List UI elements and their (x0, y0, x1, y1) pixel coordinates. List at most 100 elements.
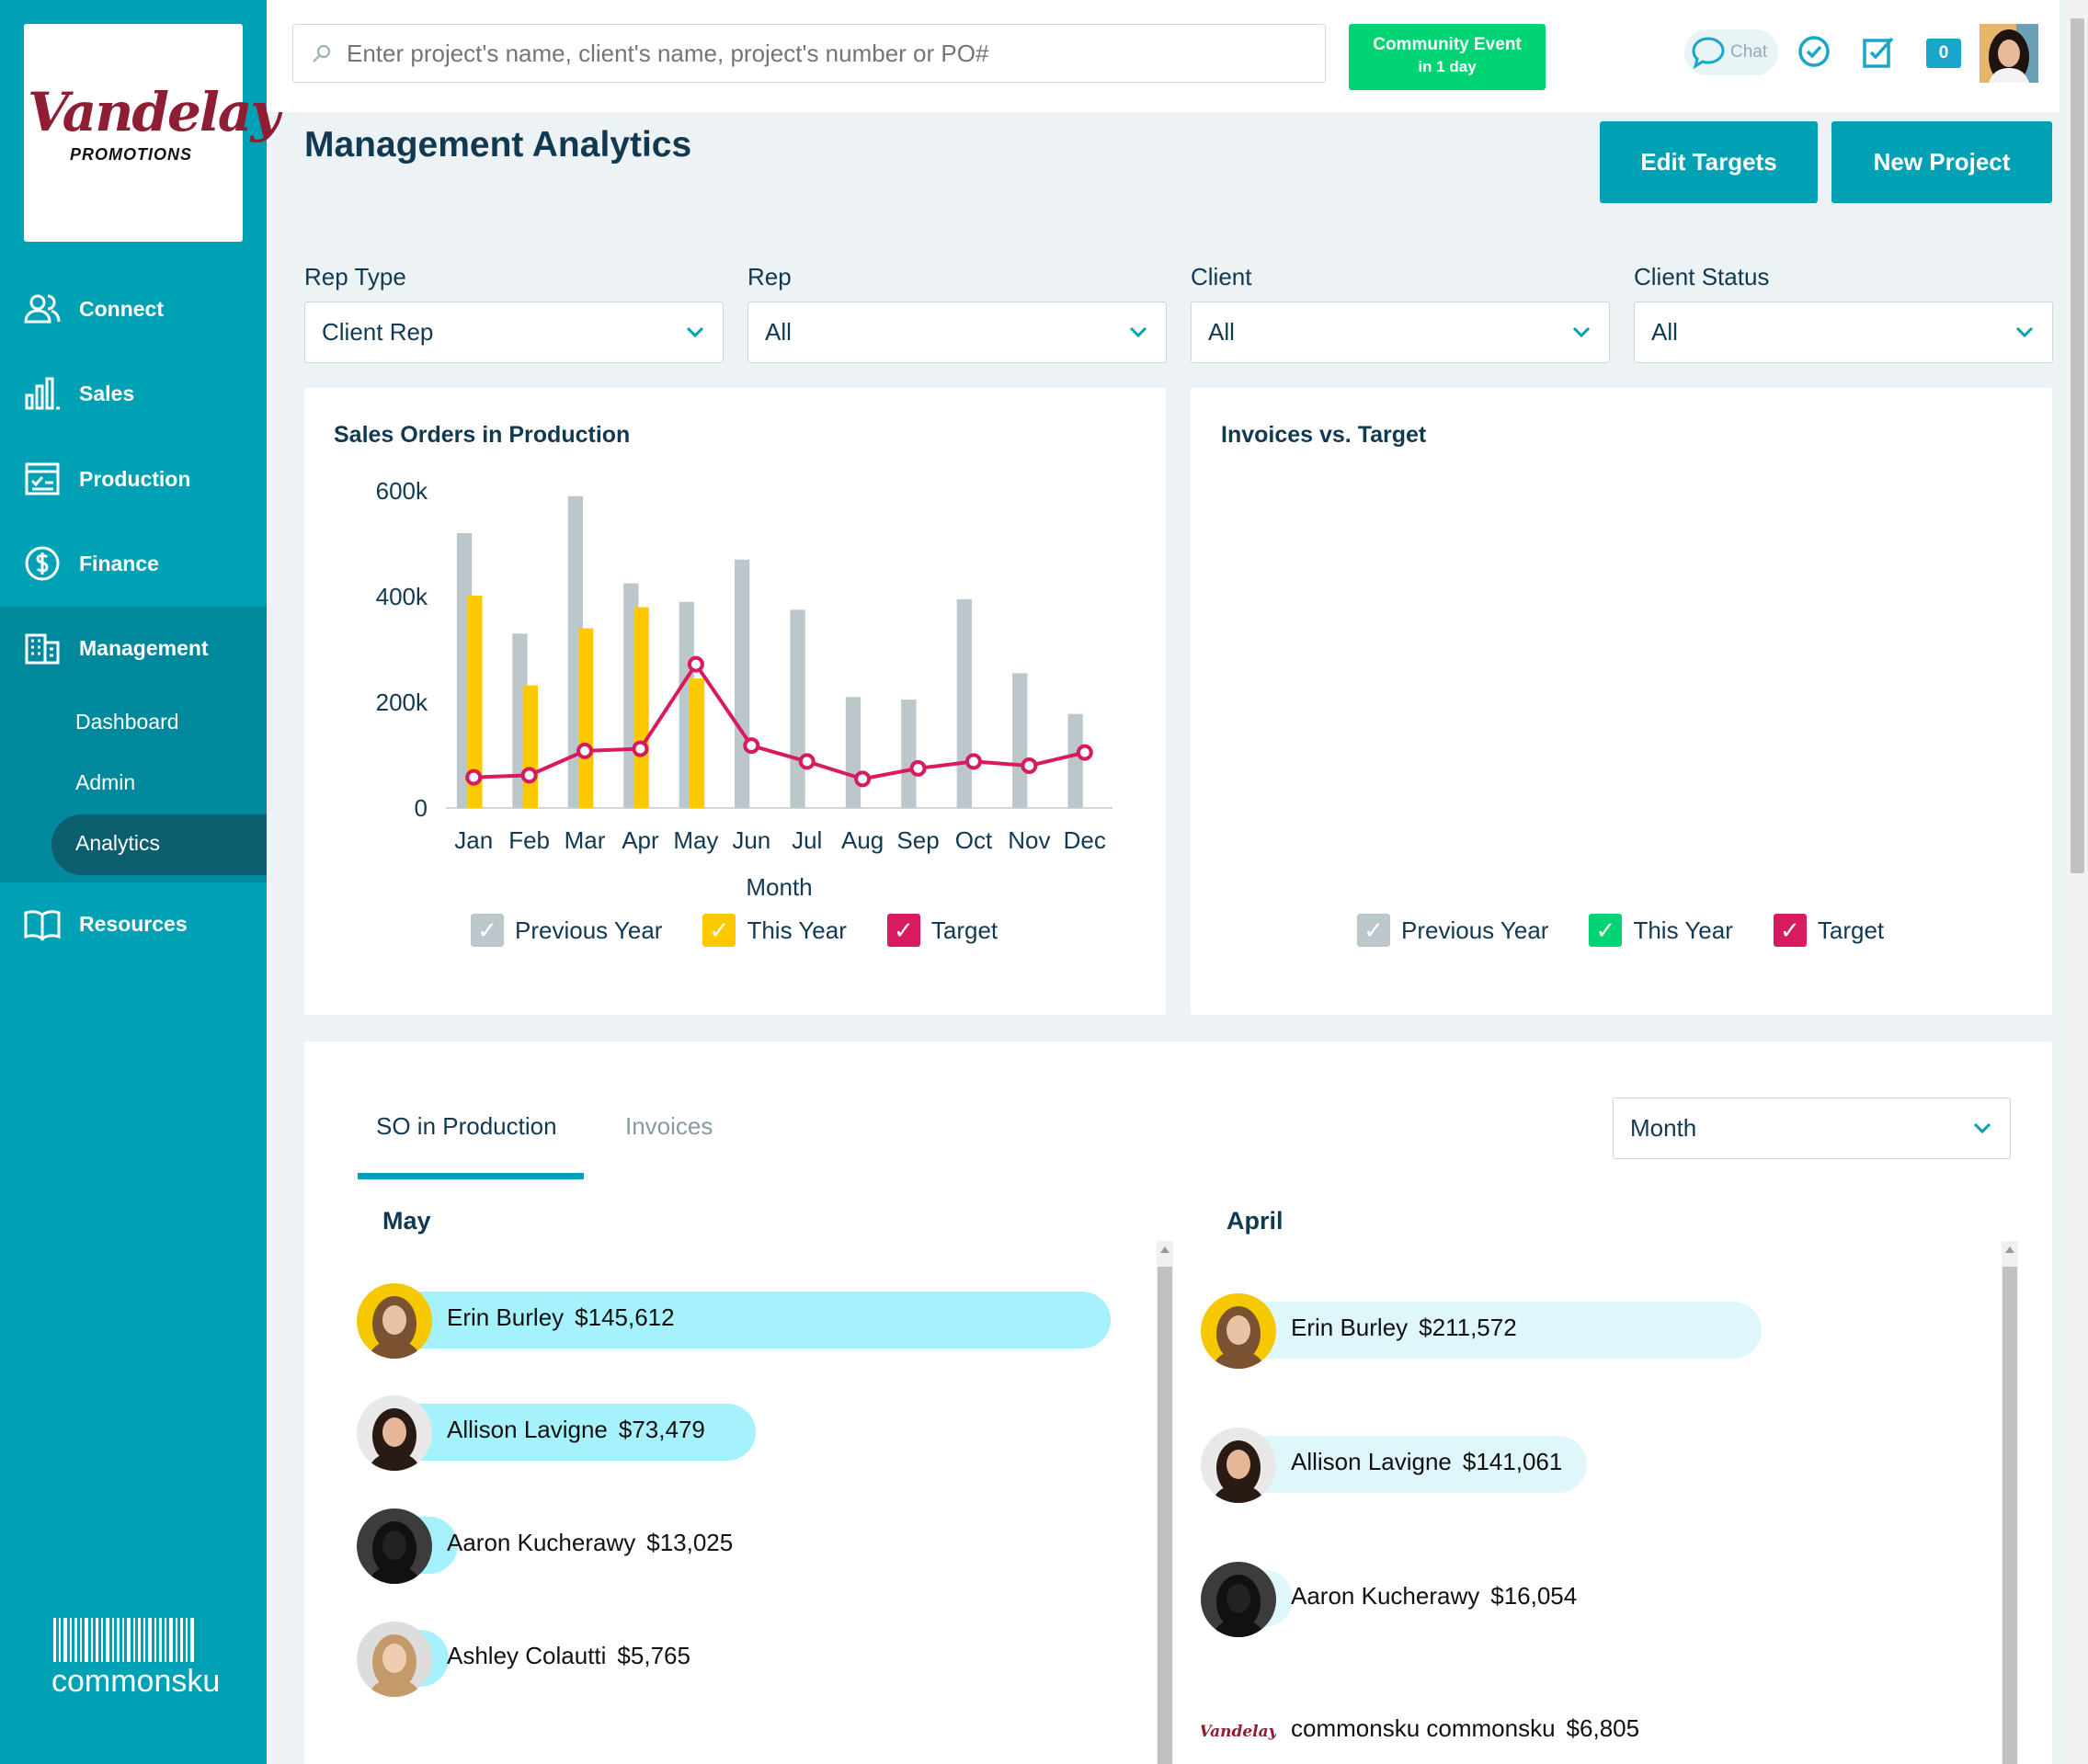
rep-type-value: Client Rep (322, 318, 434, 346)
filter-label-rep-type: Rep Type (304, 263, 406, 290)
checkbox-icon[interactable]: ✓ (702, 914, 736, 947)
client-value: All (1208, 318, 1235, 346)
checkbox-icon[interactable]: ✓ (1589, 914, 1623, 947)
rep-row[interactable]: Aaron Kucherawy $13,025 (357, 1508, 1129, 1584)
rep-label: Allison Lavigne $73,479 (447, 1416, 705, 1444)
period-value: Month (1630, 1114, 1697, 1142)
company-logo[interactable]: Vandelay PROMOTIONS (24, 24, 281, 242)
rep-amount-bar (1238, 1436, 1588, 1493)
sidebar-item-label: Sales (79, 381, 135, 405)
legend-label: This Year (747, 916, 847, 944)
chevron-down-icon (1973, 1122, 1991, 1134)
legend-target[interactable]: ✓ Target (1773, 914, 1884, 947)
scroll-up-icon[interactable] (2005, 1246, 2014, 1253)
chat-button[interactable]: Chat (1684, 29, 1778, 75)
rep-label: Erin Burley $145,612 (447, 1303, 675, 1332)
scroll-up-icon[interactable] (1160, 1246, 1170, 1253)
checkbox-icon[interactable]: ✓ (471, 914, 504, 947)
avatar (1201, 1428, 1276, 1503)
rep-row[interactable]: Erin Burley $145,612 (357, 1283, 1129, 1359)
task-edit-icon[interactable] (1861, 33, 1898, 70)
client-select[interactable]: All (1191, 302, 1610, 363)
sidebar: Vandelay PROMOTIONS Connect Sales Produc… (0, 0, 281, 1764)
rep-name: commonsku commonsku (1291, 1714, 1556, 1742)
legend-previous-year[interactable]: ✓ Previous Year (1357, 914, 1548, 947)
rep-amount: $73,479 (618, 1416, 705, 1443)
rep-type-select[interactable]: Client Rep (304, 302, 724, 363)
search-box[interactable] (292, 24, 1326, 83)
rep-avatar-icon (357, 1395, 432, 1471)
rep-label: Ashley Colautti $5,765 (447, 1642, 690, 1670)
sidebar-item-sales[interactable]: Sales (0, 352, 267, 435)
company-logo-icon: Vandelay (1201, 1694, 1276, 1764)
rep-select[interactable]: All (747, 302, 1167, 363)
rep-row[interactable]: Vandelay commonsku commonsku $6,805 (1201, 1694, 1780, 1764)
legend-target[interactable]: ✓ Target (886, 914, 998, 947)
legend-previous-year[interactable]: ✓ Previous Year (471, 914, 662, 947)
rep-row[interactable]: Allison Lavigne $141,061 (1201, 1428, 1780, 1503)
legend-this-year[interactable]: ✓ This Year (702, 914, 847, 947)
rep-amount: $211,572 (1419, 1314, 1517, 1341)
rep-row[interactable]: Aaron Kucherawy $16,054 (1201, 1562, 1780, 1637)
page-title: Management Analytics (304, 125, 692, 165)
checkbox-icon[interactable]: ✓ (886, 914, 920, 947)
commonsku-logo: commonsku (51, 1618, 220, 1700)
chevron-down-icon (686, 326, 704, 338)
legend-label: Previous Year (1401, 916, 1549, 944)
checklist-icon (25, 462, 60, 495)
tab-so-in-production[interactable]: SO in Production (376, 1112, 557, 1140)
avatar (1201, 1293, 1276, 1369)
rep-amount-bar (394, 1292, 1111, 1349)
sidebar-item-label: Finance (79, 551, 159, 575)
community-event-button[interactable]: Community Event in 1 day (1349, 24, 1546, 90)
checkbox-icon[interactable]: ✓ (1357, 914, 1390, 947)
tab-invoices[interactable]: Invoices (625, 1112, 713, 1140)
avatar (357, 1508, 432, 1584)
rep-row[interactable]: Allison Lavigne $73,479 (357, 1395, 1129, 1471)
checkbox-icon[interactable]: ✓ (1773, 914, 1807, 947)
scrollbar-thumb[interactable] (1158, 1267, 1172, 1764)
may-list-scrollbar[interactable] (1157, 1241, 1173, 1764)
legend-this-year[interactable]: ✓ This Year (1589, 914, 1733, 947)
rep-avatar-icon (1201, 1562, 1276, 1637)
period-select[interactable]: Month (1613, 1098, 2011, 1159)
chat-label: Chat (1730, 42, 1768, 62)
rep-amount: $13,025 (646, 1529, 734, 1556)
rep-row[interactable]: Ashley Colautti $5,765 (357, 1622, 1129, 1697)
client-status-select[interactable]: All (1634, 302, 2053, 363)
sidebar-subitem-analytics[interactable]: Analytics (75, 831, 161, 855)
client-status-value: All (1651, 318, 1678, 346)
rep-row[interactable]: Erin Burley $211,572 (1201, 1293, 1780, 1369)
sidebar-subitem-admin[interactable]: Admin (75, 770, 136, 794)
sidebar-subitem-dashboard[interactable]: Dashboard (75, 710, 179, 734)
sidebar-item-label: Management (79, 635, 209, 660)
edit-targets-button[interactable]: Edit Targets (1600, 121, 1818, 203)
page-scrollbar[interactable] (2067, 0, 2088, 1764)
user-avatar[interactable] (1980, 24, 2038, 83)
rep-amount: $5,765 (617, 1642, 690, 1669)
april-list-scrollbar[interactable] (2002, 1241, 2018, 1764)
avatar (357, 1622, 432, 1697)
rep-avatar-icon (1201, 1428, 1276, 1503)
page-scrollbar-thumb[interactable] (2071, 18, 2084, 873)
sidebar-item-management[interactable]: Management (0, 607, 267, 689)
bar-chart-icon (25, 377, 60, 410)
logo-brand-text: Vandelay (28, 81, 281, 143)
search-input[interactable] (347, 39, 1303, 68)
sidebar-subitem-analytics-active[interactable] (51, 814, 267, 875)
sidebar-item-production[interactable]: Production (0, 438, 267, 520)
sidebar-item-connect[interactable]: Connect (0, 267, 267, 350)
rep-name: Allison Lavigne (447, 1416, 608, 1443)
search-icon (313, 45, 330, 63)
rep-label: Aaron Kucherawy $16,054 (1291, 1582, 1577, 1610)
active-tab-indicator (358, 1173, 584, 1179)
rep-avatar-icon (357, 1622, 432, 1697)
clock-check-icon[interactable] (1796, 33, 1832, 70)
sidebar-item-resources[interactable]: Resources (0, 882, 267, 965)
sidebar-item-finance[interactable]: Finance (0, 522, 267, 605)
rep-breakdown-card (304, 1041, 2052, 1764)
new-project-button[interactable]: New Project (1831, 121, 2052, 203)
notification-badge[interactable]: 0 (1926, 39, 1961, 68)
users-icon (24, 294, 61, 324)
scrollbar-thumb[interactable] (2002, 1267, 2017, 1764)
